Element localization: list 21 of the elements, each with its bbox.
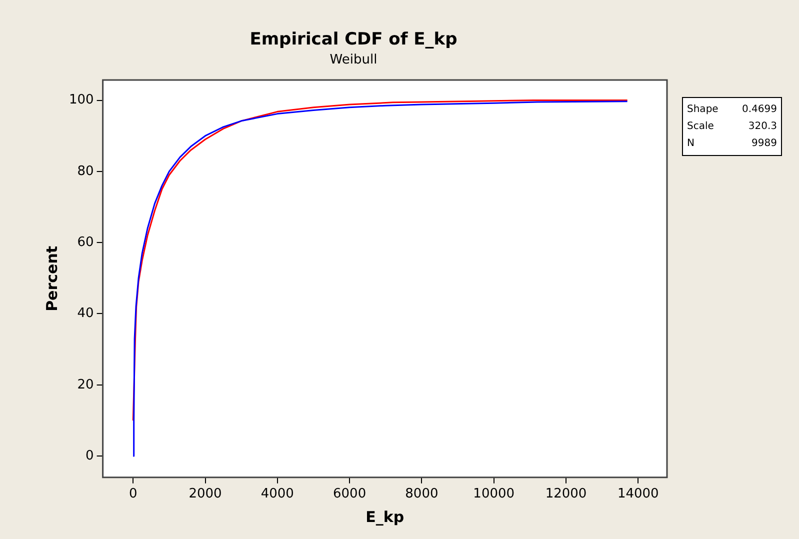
y-tick-label: 20 <box>77 377 94 392</box>
text: N 9989 <box>687 138 777 149</box>
x-tick-label: 4000 <box>260 486 294 502</box>
y-tick-label: 0 <box>86 448 94 464</box>
chart-title: Empirical CDF of E_kp <box>250 30 458 50</box>
x-tick-label: 10000 <box>473 486 515 502</box>
text: Scale 320.3 <box>687 121 777 132</box>
x-axis-title: E_kp <box>366 508 404 526</box>
y-tick-label: 40 <box>77 306 94 322</box>
y-tick-label: 80 <box>77 164 94 179</box>
chart-subtitle: Weibull <box>330 52 378 68</box>
x-tick-label: 8000 <box>405 486 438 502</box>
y-axis-title: Percent <box>42 246 61 312</box>
y-tick-label: 100 <box>68 92 94 108</box>
y-tick-label: 60 <box>77 234 94 250</box>
x-tick-label: 2000 <box>188 486 222 502</box>
x-tick-label: 14000 <box>617 486 659 502</box>
x-tick-label: 12000 <box>545 486 587 502</box>
x-tick-label: 6000 <box>333 486 366 502</box>
x-tick-label: 0 <box>128 486 138 502</box>
text: Shape 0.4699 <box>687 104 777 115</box>
